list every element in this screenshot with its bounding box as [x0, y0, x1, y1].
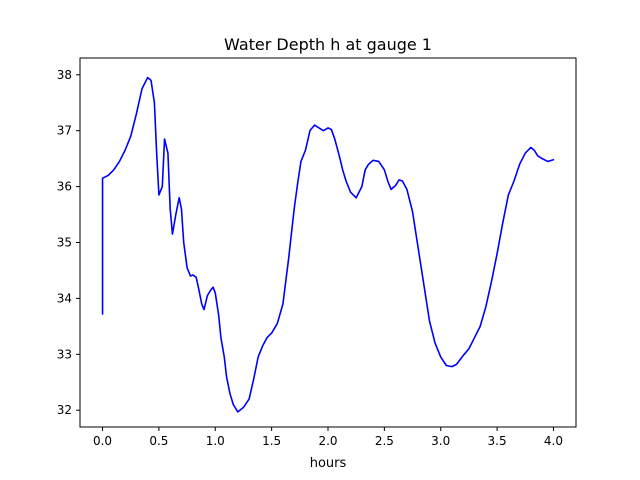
- chart-title: Water Depth h at gauge 1: [224, 35, 432, 54]
- y-tick-label: 32: [57, 403, 72, 417]
- ticks-layer: 0.0 0.5 1.0 1.5 2.0 2.5 3.0 3.5 4.0 32 33 34 35 36 37 3…: [57, 68, 563, 448]
- x-tick-label: 1.5: [262, 434, 281, 448]
- series-layer: [101, 76, 555, 413]
- plot-area-frame: [79, 57, 577, 428]
- x-axis-label: hours: [310, 456, 347, 471]
- x-tick-label: 3.5: [488, 434, 507, 448]
- x-tick-label: 2.0: [318, 434, 337, 448]
- x-tick-label: 0.5: [149, 434, 168, 448]
- y-tick-label: 33: [57, 347, 72, 361]
- x-tick-label: 2.5: [375, 434, 394, 448]
- x-tick-label: 0.0: [93, 434, 112, 448]
- y-tick-label: 36: [57, 180, 72, 194]
- x-tick-label: 1.0: [206, 434, 225, 448]
- y-tick-label: 34: [57, 291, 72, 305]
- x-tick-label: 3.0: [431, 434, 450, 448]
- series-line: [101, 76, 555, 413]
- x-tick-label: 4.0: [544, 434, 563, 448]
- y-tick-label: 37: [57, 124, 72, 138]
- y-tick-label: 35: [57, 236, 72, 250]
- y-tick-label: 38: [57, 68, 72, 82]
